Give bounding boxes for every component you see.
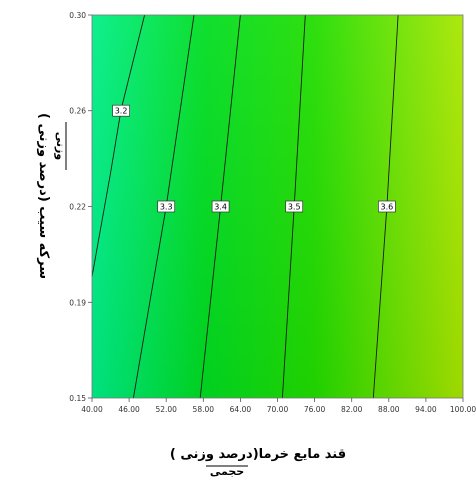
x-tick-label: 94.00	[415, 405, 437, 414]
x-tick-label: 40.00	[81, 405, 103, 414]
x-axis-title: قند مایع خرما(درصد وزنی )	[170, 447, 346, 462]
contour-label-box-4	[285, 200, 304, 213]
y-axis-subtitle: وزنی	[54, 132, 67, 161]
contour-label-box-2	[157, 200, 176, 213]
y-tick-label: 0.22	[69, 203, 86, 212]
y-axis-title: ( درصد وزنی) سرکه سیب	[36, 113, 51, 279]
contour-label-box-1	[112, 104, 130, 117]
y-tick-label: 0.26	[69, 107, 86, 116]
x-tick-label: 76.00	[304, 405, 326, 414]
x-tick-label: 82.00	[341, 405, 363, 414]
x-tick-label: 70.00	[267, 405, 289, 414]
x-tick-label: 88.00	[378, 405, 400, 414]
contour-label-5: 3.6	[381, 203, 394, 212]
y-tick-label: 0.19	[69, 298, 86, 307]
contour-label-1: 3.2	[115, 107, 128, 116]
x-tick-label: 100.00	[450, 405, 476, 414]
x-tick-label: 52.00	[155, 405, 177, 414]
contour-label-2: 3.3	[160, 203, 173, 212]
plot-shade	[92, 15, 463, 398]
contour-label-box-3	[211, 200, 230, 213]
y-tick-label: 0.15	[69, 394, 86, 403]
contour-label-box-5	[378, 200, 396, 213]
contour-label-3: 3.4	[214, 203, 227, 212]
contour-line-1	[91, 14, 146, 277]
contour-label-4: 3.5	[288, 203, 301, 212]
x-axis-subtitle: حجمی	[210, 465, 244, 478]
x-tick-label: 46.00	[118, 405, 140, 414]
y-tick-label: 0.30	[69, 11, 86, 20]
x-tick-label: 58.00	[193, 405, 215, 414]
x-tick-label: 64.00	[230, 405, 252, 414]
